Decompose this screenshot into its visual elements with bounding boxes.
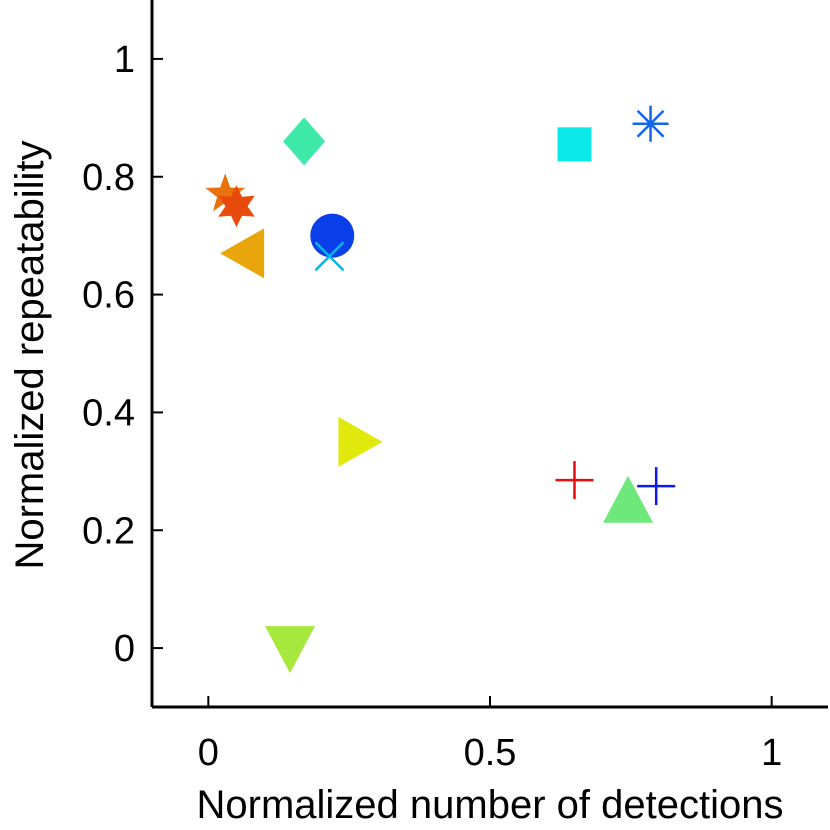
data-point-pentagram: [205, 173, 246, 212]
data-points: [205, 105, 676, 674]
data-point-triangle-right: [338, 416, 383, 467]
data-point-diamond: [283, 117, 326, 166]
data-point-hexagram: [218, 185, 255, 228]
data-point-triangle-down: [265, 626, 316, 674]
y-ticks: 0 0.2 0.4 0.6 0.8 1: [82, 39, 163, 670]
y-tick-label: 0: [114, 628, 135, 670]
y-tick-label: 0.6: [82, 275, 135, 317]
axes: [150, 0, 828, 709]
data-point-x: [314, 241, 345, 272]
y-axis-title: Normalized repeatability: [8, 140, 52, 569]
data-point-square: [557, 127, 592, 162]
x-tick-label: 1: [761, 732, 782, 774]
y-tick-label: 0.8: [82, 157, 135, 199]
y-tick-label: 0.2: [82, 510, 135, 552]
data-point-circle: [310, 213, 355, 258]
x-tick-label: 0: [198, 732, 219, 774]
x-tick-label: 0.5: [464, 732, 517, 774]
data-point-triangle-up: [603, 475, 654, 523]
y-tick-label: 0.4: [82, 392, 135, 434]
x-axis-title: Normalized number of detections: [197, 783, 784, 827]
data-point-asterisk: [632, 105, 669, 142]
data-point-plus: [555, 461, 594, 500]
data-point-triangle-left: [220, 228, 265, 279]
data-point-plus: [637, 467, 676, 506]
x-ticks: 0 0.5 1: [198, 696, 782, 774]
y-tick-label: 1: [114, 39, 135, 81]
